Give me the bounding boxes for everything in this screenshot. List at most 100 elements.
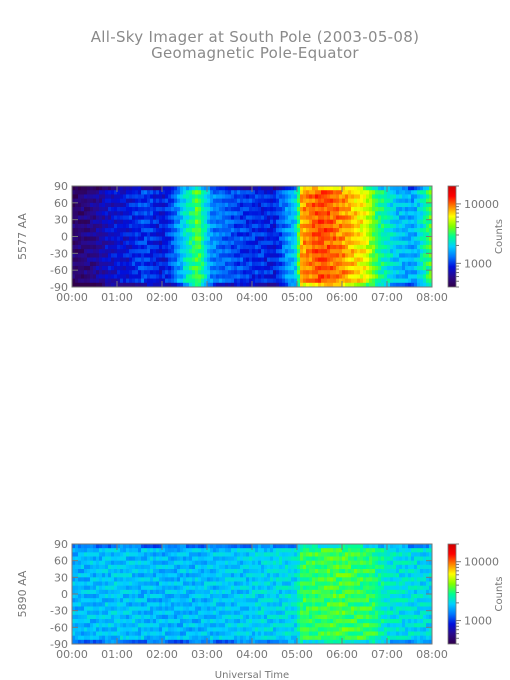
heatmap-cell <box>123 282 127 288</box>
heatmap-cell <box>141 232 145 237</box>
heatmap-cell <box>336 270 340 275</box>
heatmap-cell <box>378 186 382 191</box>
heatmap-cell <box>87 282 91 288</box>
heatmap-cell <box>300 581 304 587</box>
heatmap-cell <box>315 194 319 200</box>
heatmap-cell <box>120 270 124 275</box>
heatmap-cell <box>147 211 151 216</box>
heatmap-cell <box>360 249 364 254</box>
heatmap-cell <box>414 198 418 204</box>
heatmap-cell <box>108 585 112 591</box>
heatmap-cell <box>132 194 136 200</box>
heatmap-cell <box>165 270 169 275</box>
heatmap-cell <box>84 573 88 578</box>
heatmap-cell <box>276 215 280 221</box>
heatmap-cell <box>408 207 412 212</box>
heatmap-cell <box>150 623 154 628</box>
heatmap-cell <box>216 606 220 612</box>
heatmap-cell <box>72 265 76 271</box>
heatmap-cell <box>336 265 340 271</box>
heatmap-cell <box>375 236 379 242</box>
heatmap-cell <box>321 544 325 549</box>
heatmap-cell <box>108 228 112 233</box>
heatmap-cell <box>228 232 232 237</box>
heatmap-cell <box>174 215 178 221</box>
heatmap-cell <box>384 207 388 212</box>
heatmap-cell <box>111 265 115 271</box>
heatmap-cell <box>177 257 181 263</box>
heatmap-cell <box>180 194 184 200</box>
heatmap-cell <box>114 581 118 587</box>
heatmap-cell <box>219 598 223 603</box>
heatmap-cell <box>99 589 103 595</box>
heatmap-cell <box>147 261 151 267</box>
heatmap-cell <box>342 198 346 204</box>
heatmap-cell <box>264 219 268 225</box>
heatmap-cell <box>120 560 124 566</box>
heatmap-cell <box>132 265 136 271</box>
heatmap-cell <box>174 190 178 195</box>
heatmap-cell <box>267 219 271 225</box>
heatmap-cell <box>153 577 157 582</box>
heatmap-cell <box>396 253 400 258</box>
heatmap-cell <box>285 569 289 574</box>
heatmap-cell <box>198 265 202 271</box>
heatmap-cell <box>273 606 277 612</box>
heatmap-cell <box>258 236 262 242</box>
heatmap-cell <box>273 585 277 591</box>
heatmap-cell <box>297 614 301 620</box>
heatmap-cell <box>201 585 205 591</box>
heatmap-cell <box>324 627 328 632</box>
heatmap-cell <box>165 265 169 271</box>
heatmap-cell <box>162 569 166 574</box>
heatmap-cell <box>354 194 358 200</box>
heatmap-cell <box>300 544 304 549</box>
heatmap-cell <box>237 211 241 216</box>
heatmap-cell <box>309 274 313 279</box>
heatmap-cell <box>381 278 385 284</box>
heatmap-cell <box>150 207 154 212</box>
heatmap-cell <box>99 211 103 216</box>
heatmap-cell <box>240 228 244 233</box>
heatmap-cell <box>177 577 181 582</box>
heatmap-cell <box>267 207 271 212</box>
heatmap-cell <box>147 560 151 566</box>
heatmap-cell <box>105 278 109 284</box>
heatmap-cell <box>291 594 295 599</box>
heatmap-cell <box>234 223 238 229</box>
heatmap-cell <box>174 257 178 263</box>
heatmap-cell <box>369 274 373 279</box>
heatmap-cell <box>198 270 202 275</box>
heatmap-cell <box>276 581 280 587</box>
heatmap-cell <box>99 548 103 553</box>
heatmap-cell <box>117 569 121 574</box>
heatmap-cell <box>132 598 136 603</box>
heatmap-cell <box>93 635 97 641</box>
heatmap-cell <box>315 207 319 212</box>
heatmap-cell <box>81 270 85 275</box>
heatmap-cell <box>423 278 427 284</box>
heatmap-cell <box>75 564 79 570</box>
heatmap-cell <box>192 194 196 200</box>
heatmap-cell <box>75 635 79 641</box>
heatmap-cell <box>150 602 154 607</box>
heatmap-cell <box>123 232 127 237</box>
heatmap-cell <box>189 606 193 612</box>
heatmap-cell <box>102 589 106 595</box>
heatmap-cell <box>84 244 88 250</box>
heatmap-cell <box>126 589 130 595</box>
heatmap-cell <box>180 270 184 275</box>
heatmap-cell <box>267 639 271 645</box>
heatmap-cell <box>72 202 76 208</box>
heatmap-cell <box>219 240 223 246</box>
heatmap-cell <box>234 244 238 250</box>
heatmap-cell <box>168 194 172 200</box>
heatmap-cell <box>300 560 304 566</box>
heatmap-cell <box>165 253 169 258</box>
heatmap-cell <box>282 560 286 566</box>
heatmap-cell <box>297 249 301 254</box>
heatmap-cell <box>141 202 145 208</box>
heatmap-cell <box>399 232 403 237</box>
heatmap-cell <box>120 581 124 587</box>
heatmap-cell <box>249 598 253 603</box>
